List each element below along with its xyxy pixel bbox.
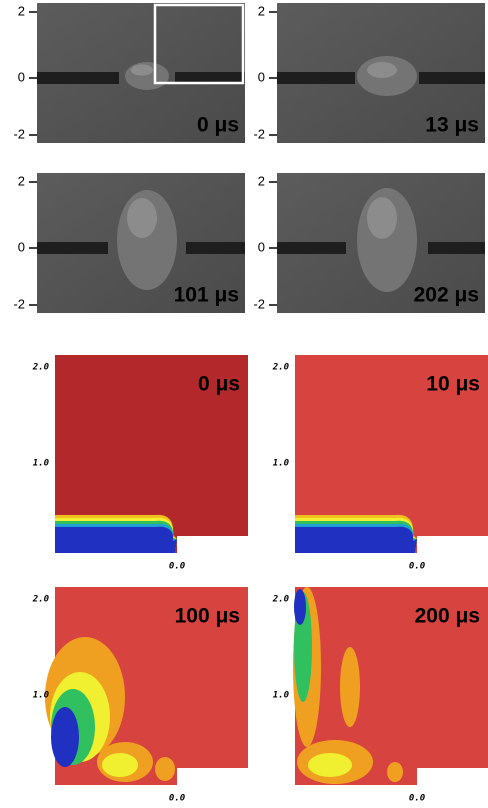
time-label: 0 μs — [198, 373, 240, 396]
simulation-panel: 100 μs 2.0 1.0 0.0 — [32, 587, 248, 804]
boundary-notch — [177, 768, 248, 785]
y-tick-label: -2 — [13, 296, 25, 311]
fiber-right — [186, 242, 245, 254]
simulation-panel: 200 μs 2.0 1.0 0.0 — [272, 587, 488, 804]
experiment-panel: 0 μs 2 0 -2 — [13, 3, 245, 143]
bubble-highlight — [367, 197, 397, 239]
y-tick-label: 0 — [18, 69, 25, 84]
y-tick-label: 2 — [18, 3, 25, 18]
time-label: 200 μs — [415, 605, 480, 628]
fiber-right — [428, 242, 485, 254]
simulation-panel: 10 μs 2.0 1.0 0.0 — [272, 355, 488, 572]
fiber-left — [277, 242, 346, 254]
y-tick-label: 2.0 — [272, 595, 290, 605]
y-tick-label: 2.0 — [272, 363, 290, 373]
time-label: 10 μs — [426, 373, 480, 396]
y-tick-label: 2.0 — [32, 363, 50, 373]
x-tick-label: 0.0 — [169, 794, 186, 804]
figure: 0 μs20-213 μs20-2101 μs20-2202 μs20-20 μ… — [0, 0, 488, 808]
y-tick-label: 1.0 — [273, 459, 290, 469]
fiber-right — [419, 72, 485, 84]
boundary-notch — [177, 536, 248, 553]
time-label: 0 μs — [197, 114, 239, 137]
y-tick-label: 2 — [258, 173, 265, 188]
y-tick-label: -2 — [253, 296, 265, 311]
bubble-highlight — [127, 198, 157, 238]
y-tick-label: -2 — [253, 126, 265, 141]
fiber-left — [37, 72, 119, 84]
y-tick-label: 0 — [258, 69, 265, 84]
y-tick-label: 2 — [18, 173, 25, 188]
y-tick-label: 0 — [258, 239, 265, 254]
x-tick-label: 0.0 — [169, 562, 186, 572]
time-label: 100 μs — [175, 605, 240, 628]
bubble-highlight — [131, 64, 153, 75]
y-tick-label: 1.0 — [33, 691, 50, 701]
fluid-blob — [155, 757, 175, 781]
time-label: 101 μs — [174, 284, 239, 307]
x-tick-label: 0.0 — [409, 794, 426, 804]
bubble-highlight — [367, 62, 397, 78]
x-tick-label: 0.0 — [409, 562, 426, 572]
fluid-blob — [102, 753, 138, 777]
experiment-panel: 13 μs 2 0 -2 — [253, 3, 485, 143]
boundary-notch — [417, 536, 488, 553]
fiber-left — [277, 72, 355, 84]
fiber-left — [37, 242, 108, 254]
y-tick-label: -2 — [13, 126, 25, 141]
interface-band — [55, 527, 177, 553]
boundary-notch — [417, 768, 488, 785]
interface-band — [295, 527, 417, 553]
time-label: 202 μs — [414, 284, 479, 307]
y-tick-label: 2.0 — [32, 595, 50, 605]
y-tick-label: 0 — [18, 239, 25, 254]
y-tick-label: 1.0 — [273, 691, 290, 701]
y-tick-label: 1.0 — [33, 459, 50, 469]
y-tick-label: 2 — [258, 3, 265, 18]
fluid-blob — [340, 647, 360, 727]
experiment-panel: 202 μs 2 0 -2 — [253, 173, 485, 313]
time-label: 13 μs — [425, 114, 479, 137]
fluid-blob — [308, 753, 352, 777]
simulation-panel: 0 μs 2.0 1.0 0.0 — [32, 355, 248, 572]
fluid-blob — [294, 589, 306, 625]
experiment-panel: 101 μs 2 0 -2 — [13, 173, 245, 313]
fluid-blob — [387, 762, 403, 782]
fluid-blob — [51, 707, 79, 767]
